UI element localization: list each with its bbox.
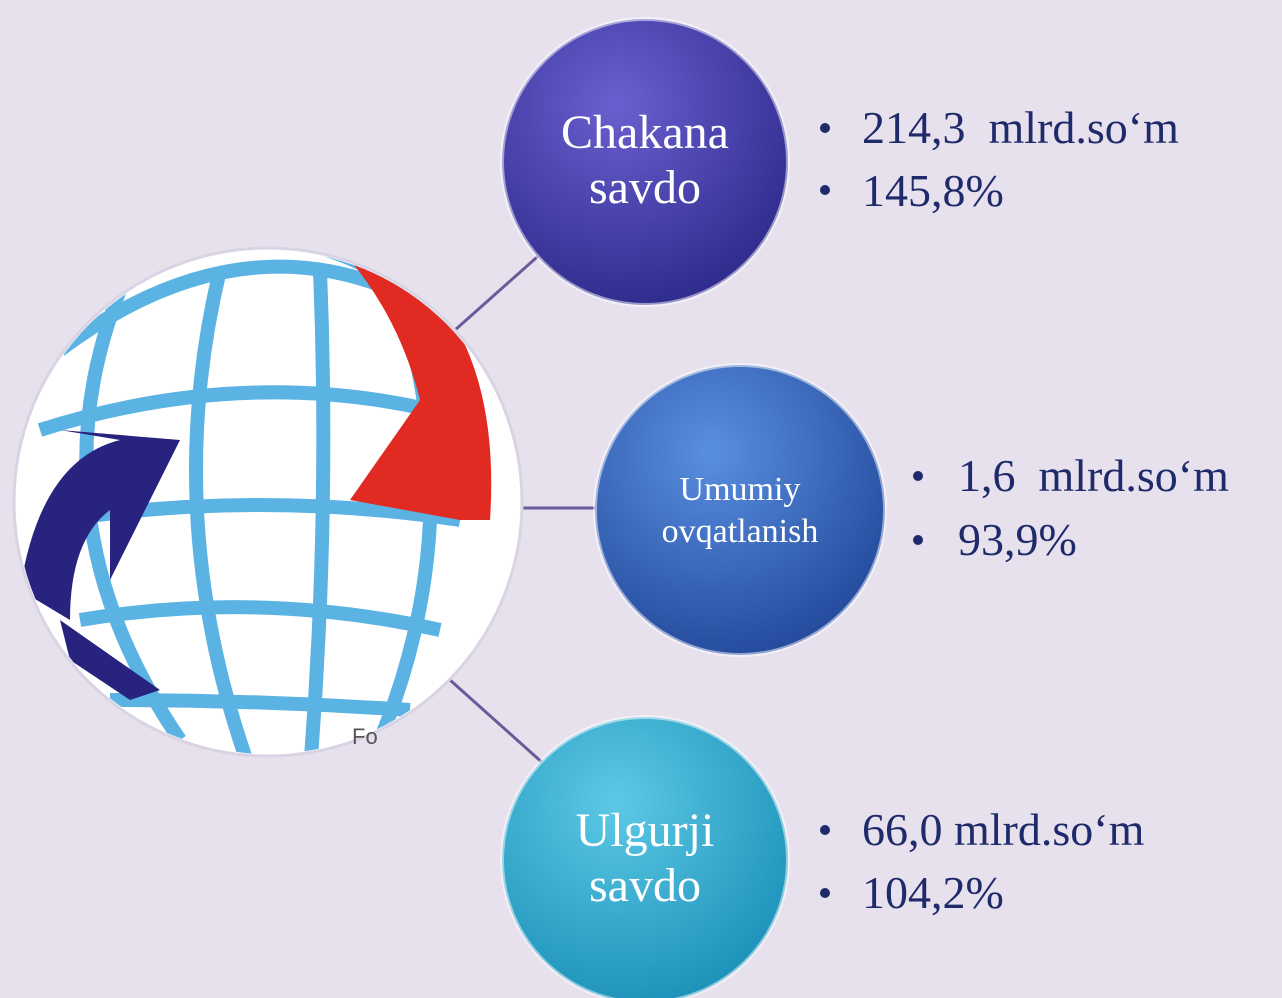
node-circle xyxy=(500,715,790,998)
connectors xyxy=(448,248,600,767)
bullet-text: 1,6 mlrd.so‘m xyxy=(958,450,1229,501)
node-label: savdo xyxy=(589,161,701,214)
node-circle xyxy=(593,363,887,657)
node-circle xyxy=(500,17,790,307)
bullet-text: 145,8% xyxy=(862,165,1004,216)
bullet-text: 104,2% xyxy=(862,867,1004,918)
node-label: Umumiy xyxy=(680,471,801,508)
image-caption: Fo xyxy=(352,724,378,749)
bullet-dots xyxy=(820,123,923,898)
bullet-text: 214,3 mlrd.so‘m xyxy=(862,102,1179,153)
globe-image: Fo xyxy=(12,246,524,758)
bullet-text: 93,9% xyxy=(958,514,1077,565)
node-label: ovqatlanish xyxy=(662,513,819,550)
node-label: Ulgurji xyxy=(576,804,715,857)
node-label: savdo xyxy=(589,859,701,912)
bullet-text: 66,0 mlrd.so‘m xyxy=(862,804,1145,855)
node-label: Chakana xyxy=(561,106,729,159)
